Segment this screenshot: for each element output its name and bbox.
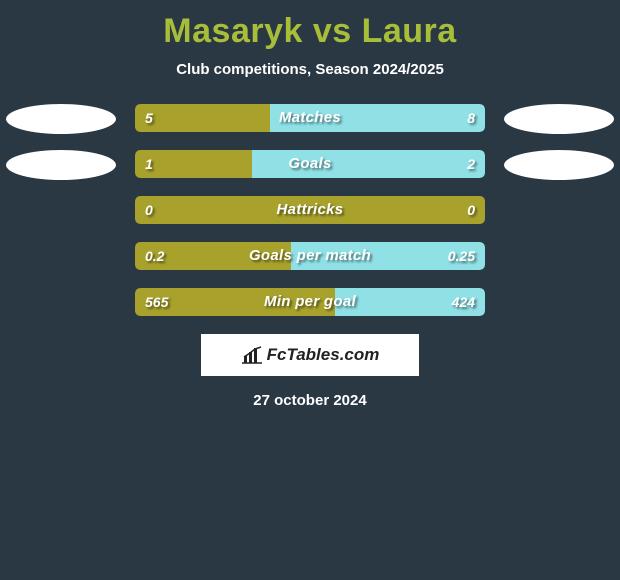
stat-label: Goals (135, 150, 485, 178)
stat-value-right: 424 (452, 288, 475, 316)
stat-row: 0 Hattricks 0 (135, 196, 485, 224)
stat-value-right: 2 (467, 150, 475, 178)
stat-label: Matches (135, 104, 485, 132)
footer-site-text: FcTables.com (267, 345, 380, 365)
stat-row: 5 Matches 8 (135, 104, 485, 132)
stat-row: 565 Min per goal 424 (135, 288, 485, 316)
player-right-badge-1 (504, 104, 614, 134)
page-subtitle: Club competitions, Season 2024/2025 (0, 61, 620, 78)
stat-value-right: 0.25 (448, 242, 475, 270)
player-left-badge-1 (6, 104, 116, 134)
stat-row: 1 Goals 2 (135, 150, 485, 178)
player-left-badge-2 (6, 150, 116, 180)
stat-label: Hattricks (135, 196, 485, 224)
stat-value-right: 8 (467, 104, 475, 132)
stat-value-right: 0 (467, 196, 475, 224)
stat-label: Min per goal (135, 288, 485, 316)
footer-date: 27 october 2024 (0, 392, 620, 409)
page-title: Masaryk vs Laura (0, 0, 620, 51)
stats-rows: 5 Matches 8 1 Goals 2 0 Hattricks 0 0.2 … (135, 104, 485, 316)
comparison-panel: 5 Matches 8 1 Goals 2 0 Hattricks 0 0.2 … (0, 104, 620, 409)
player-right-badge-2 (504, 150, 614, 180)
stat-label: Goals per match (135, 242, 485, 270)
barchart-icon (241, 346, 263, 364)
footer-logo: FcTables.com (241, 345, 380, 365)
footer-attribution: FcTables.com (201, 334, 419, 376)
stat-row: 0.2 Goals per match 0.25 (135, 242, 485, 270)
